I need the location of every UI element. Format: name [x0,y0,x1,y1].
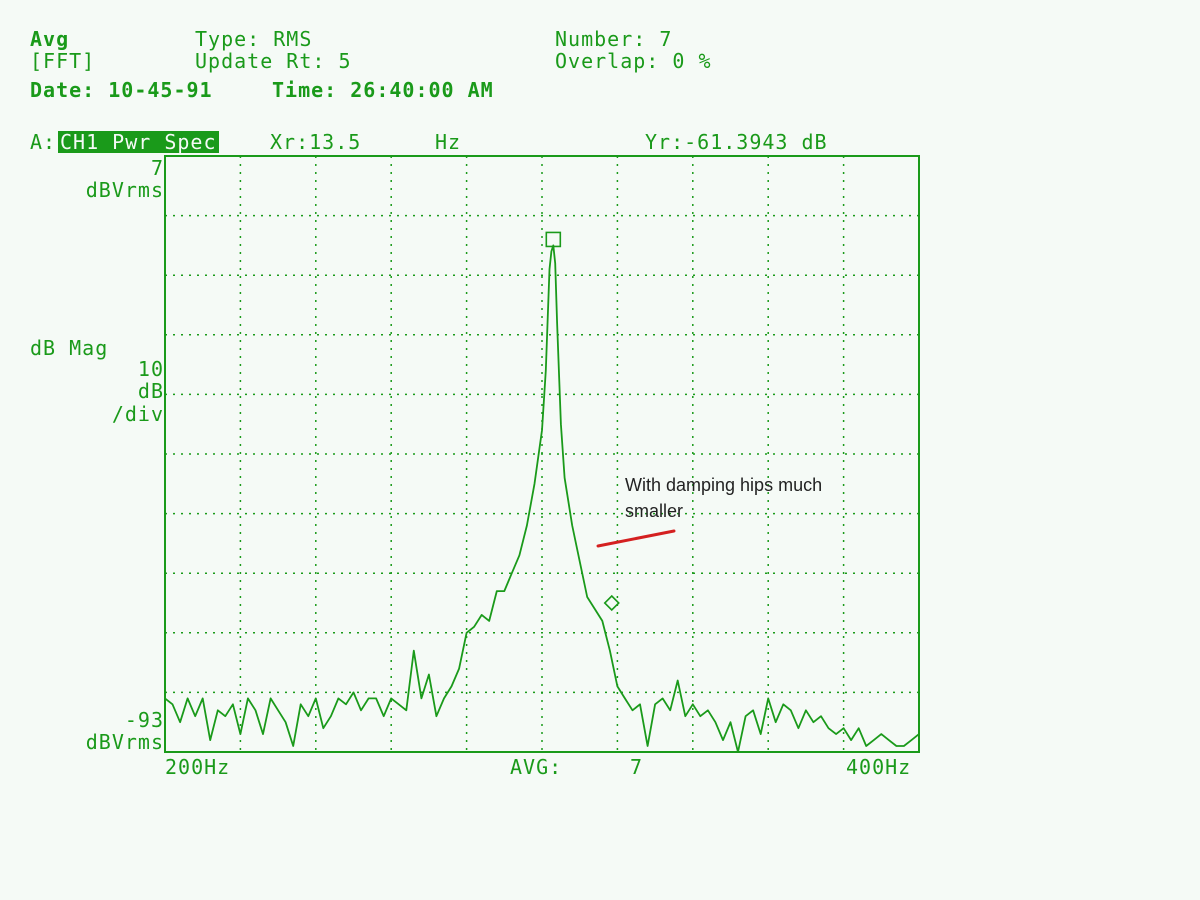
annotation-line [596,529,676,548]
offset-marker-diamond [603,594,620,612]
x-end-label: 400Hz [846,755,912,779]
overlap-label: Overlap: 0 % [555,49,712,73]
y-top-value: 7 [150,156,164,180]
date-label: Date: 10-45-91 [30,78,213,102]
x-readout: Xr:13.5 [270,130,362,154]
annotation-note: With damping hips much smaller [625,475,823,521]
main-marker-square [545,231,562,248]
update-rate-label: Update Rt: 5 [195,49,352,73]
trace-name-badge: CH1 Pwr Spec [58,130,219,154]
type-label: Type: RMS [195,27,313,51]
marker-group [545,231,620,612]
time-label: Time: 26:40:00 AM [272,78,494,102]
avg-count-label: AVG: [510,755,563,779]
avg-count-value: 7 [630,755,644,779]
trace-prefix: A: [30,130,57,154]
scale-value: 10 [137,357,164,381]
y-top-unit: dBVrms [85,178,164,202]
spectrum-trace [164,244,920,753]
fft-label: [FFT] [30,49,96,73]
number-label: Number: 7 [555,27,673,51]
x-readout-unit: Hz [435,130,462,154]
plot-grid [165,156,919,752]
y-readout: Yr:-61.3943 dB [645,130,828,154]
y-bottom-unit: dBVrms [85,730,164,754]
y-bottom-value: -93 [124,708,164,732]
avg-label: Avg [30,27,70,51]
plot-frame [164,155,920,753]
x-start-label: 200Hz [165,755,231,779]
scale-unit: dB [137,379,164,403]
scale-per-div: /div [111,402,164,426]
y-magnitude-label: dB Mag [30,336,109,360]
